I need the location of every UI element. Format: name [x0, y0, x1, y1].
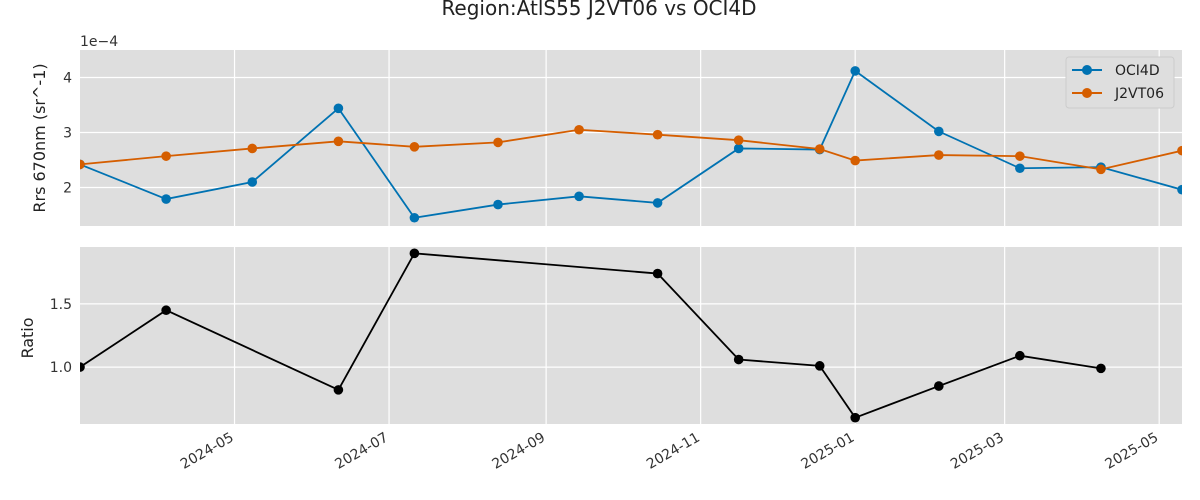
- bottom-y-tick-label: 1.0: [50, 360, 72, 376]
- x-tick-label: 2024-09: [489, 430, 548, 473]
- x-tick-label: 2025-03: [948, 430, 1007, 473]
- top-point-oci4d: [409, 212, 420, 223]
- x-tick-label: 2024-11: [644, 430, 703, 473]
- bottom-series: [80, 248, 1106, 423]
- top-point-j2vt06: [1177, 145, 1182, 156]
- bottom-y-axis-label: Ratio: [18, 317, 37, 358]
- top-point-oci4d: [934, 126, 944, 137]
- top-y-scale-label: 1e−4: [80, 34, 118, 50]
- bottom-point-ratio: [333, 385, 344, 395]
- top-plot-area: [80, 50, 1182, 226]
- bottom-point-ratio: [1015, 350, 1025, 361]
- top-point-j2vt06: [1096, 164, 1106, 175]
- chart-title: Region:AtlS55 J2VT06 vs OCI4D: [441, 0, 756, 20]
- legend-label-oci4d: OCI4D: [1115, 63, 1160, 79]
- bottom-point-ratio: [161, 305, 171, 316]
- legend-marker-j2vt06: [1082, 88, 1092, 98]
- top-point-oci4d: [247, 177, 258, 187]
- bottom-plot-area: [80, 247, 1182, 424]
- bottom-point-ratio: [409, 248, 420, 259]
- top-point-j2vt06: [80, 159, 85, 170]
- bottom-point-ratio: [1096, 363, 1106, 374]
- top-point-j2vt06: [850, 155, 860, 166]
- bottom-panel: 1.0 1.5 Ratio 2024-05 2024-07 2024-09 2024-1…: [18, 247, 1182, 473]
- bottom-point-ratio: [80, 362, 85, 372]
- top-point-oci4d: [733, 143, 744, 154]
- top-point-oci4d: [1177, 184, 1182, 195]
- top-point-j2vt06: [1015, 151, 1025, 161]
- bottom-grid: [80, 247, 1182, 424]
- top-point-j2vt06: [733, 135, 744, 145]
- top-point-j2vt06: [814, 144, 825, 154]
- top-y-axis-label: Rrs 670nm (sr^-1): [30, 63, 49, 212]
- top-point-j2vt06: [652, 129, 663, 140]
- top-point-oci4d: [850, 66, 860, 76]
- top-point-oci4d: [1015, 163, 1025, 174]
- legend-label-j2vt06: J2VT06: [1114, 86, 1164, 102]
- legend-marker-oci4d: [1082, 65, 1092, 75]
- top-point-j2vt06: [493, 137, 503, 148]
- top-series: [80, 66, 1182, 223]
- top-point-j2vt06: [409, 142, 420, 152]
- bottom-y-tick-label: 1.5: [50, 297, 72, 313]
- top-point-j2vt06: [574, 124, 584, 135]
- top-y-tick-label: 2: [63, 181, 72, 197]
- legend: OCI4D J2VT06: [1065, 56, 1175, 109]
- x-tick-label: 2024-07: [332, 430, 391, 473]
- top-y-ticks: 2 3 4: [63, 71, 72, 197]
- x-tick-label: 2024-05: [178, 430, 237, 473]
- top-y-tick-label: 4: [63, 71, 72, 87]
- bottom-point-ratio: [814, 361, 825, 371]
- bottom-point-ratio: [652, 268, 663, 279]
- bottom-point-ratio: [934, 381, 944, 391]
- bottom-point-ratio: [850, 412, 860, 423]
- top-point-oci4d: [652, 198, 663, 208]
- x-tick-label: 2025-05: [1103, 430, 1162, 473]
- top-point-j2vt06: [934, 150, 944, 160]
- top-point-oci4d: [574, 191, 584, 202]
- top-y-tick-label: 3: [63, 126, 72, 142]
- x-axis-ticks: 2024-05 2024-07 2024-09 2024-11 2025-01 2025-…: [178, 430, 1161, 473]
- top-point-oci4d: [161, 194, 171, 204]
- bottom-y-ticks: 1.0 1.5: [50, 297, 72, 376]
- top-panel: 2 3 4 1e−4 Rrs 670nm (sr^-1) OCI4D J2VT06: [30, 34, 1182, 226]
- x-tick-label: 2025-01: [799, 430, 858, 473]
- top-point-j2vt06: [247, 143, 258, 154]
- top-point-j2vt06: [333, 136, 344, 147]
- top-point-oci4d: [493, 199, 503, 210]
- bottom-point-ratio: [733, 354, 744, 365]
- top-point-oci4d: [333, 103, 344, 114]
- top-point-j2vt06: [161, 151, 171, 161]
